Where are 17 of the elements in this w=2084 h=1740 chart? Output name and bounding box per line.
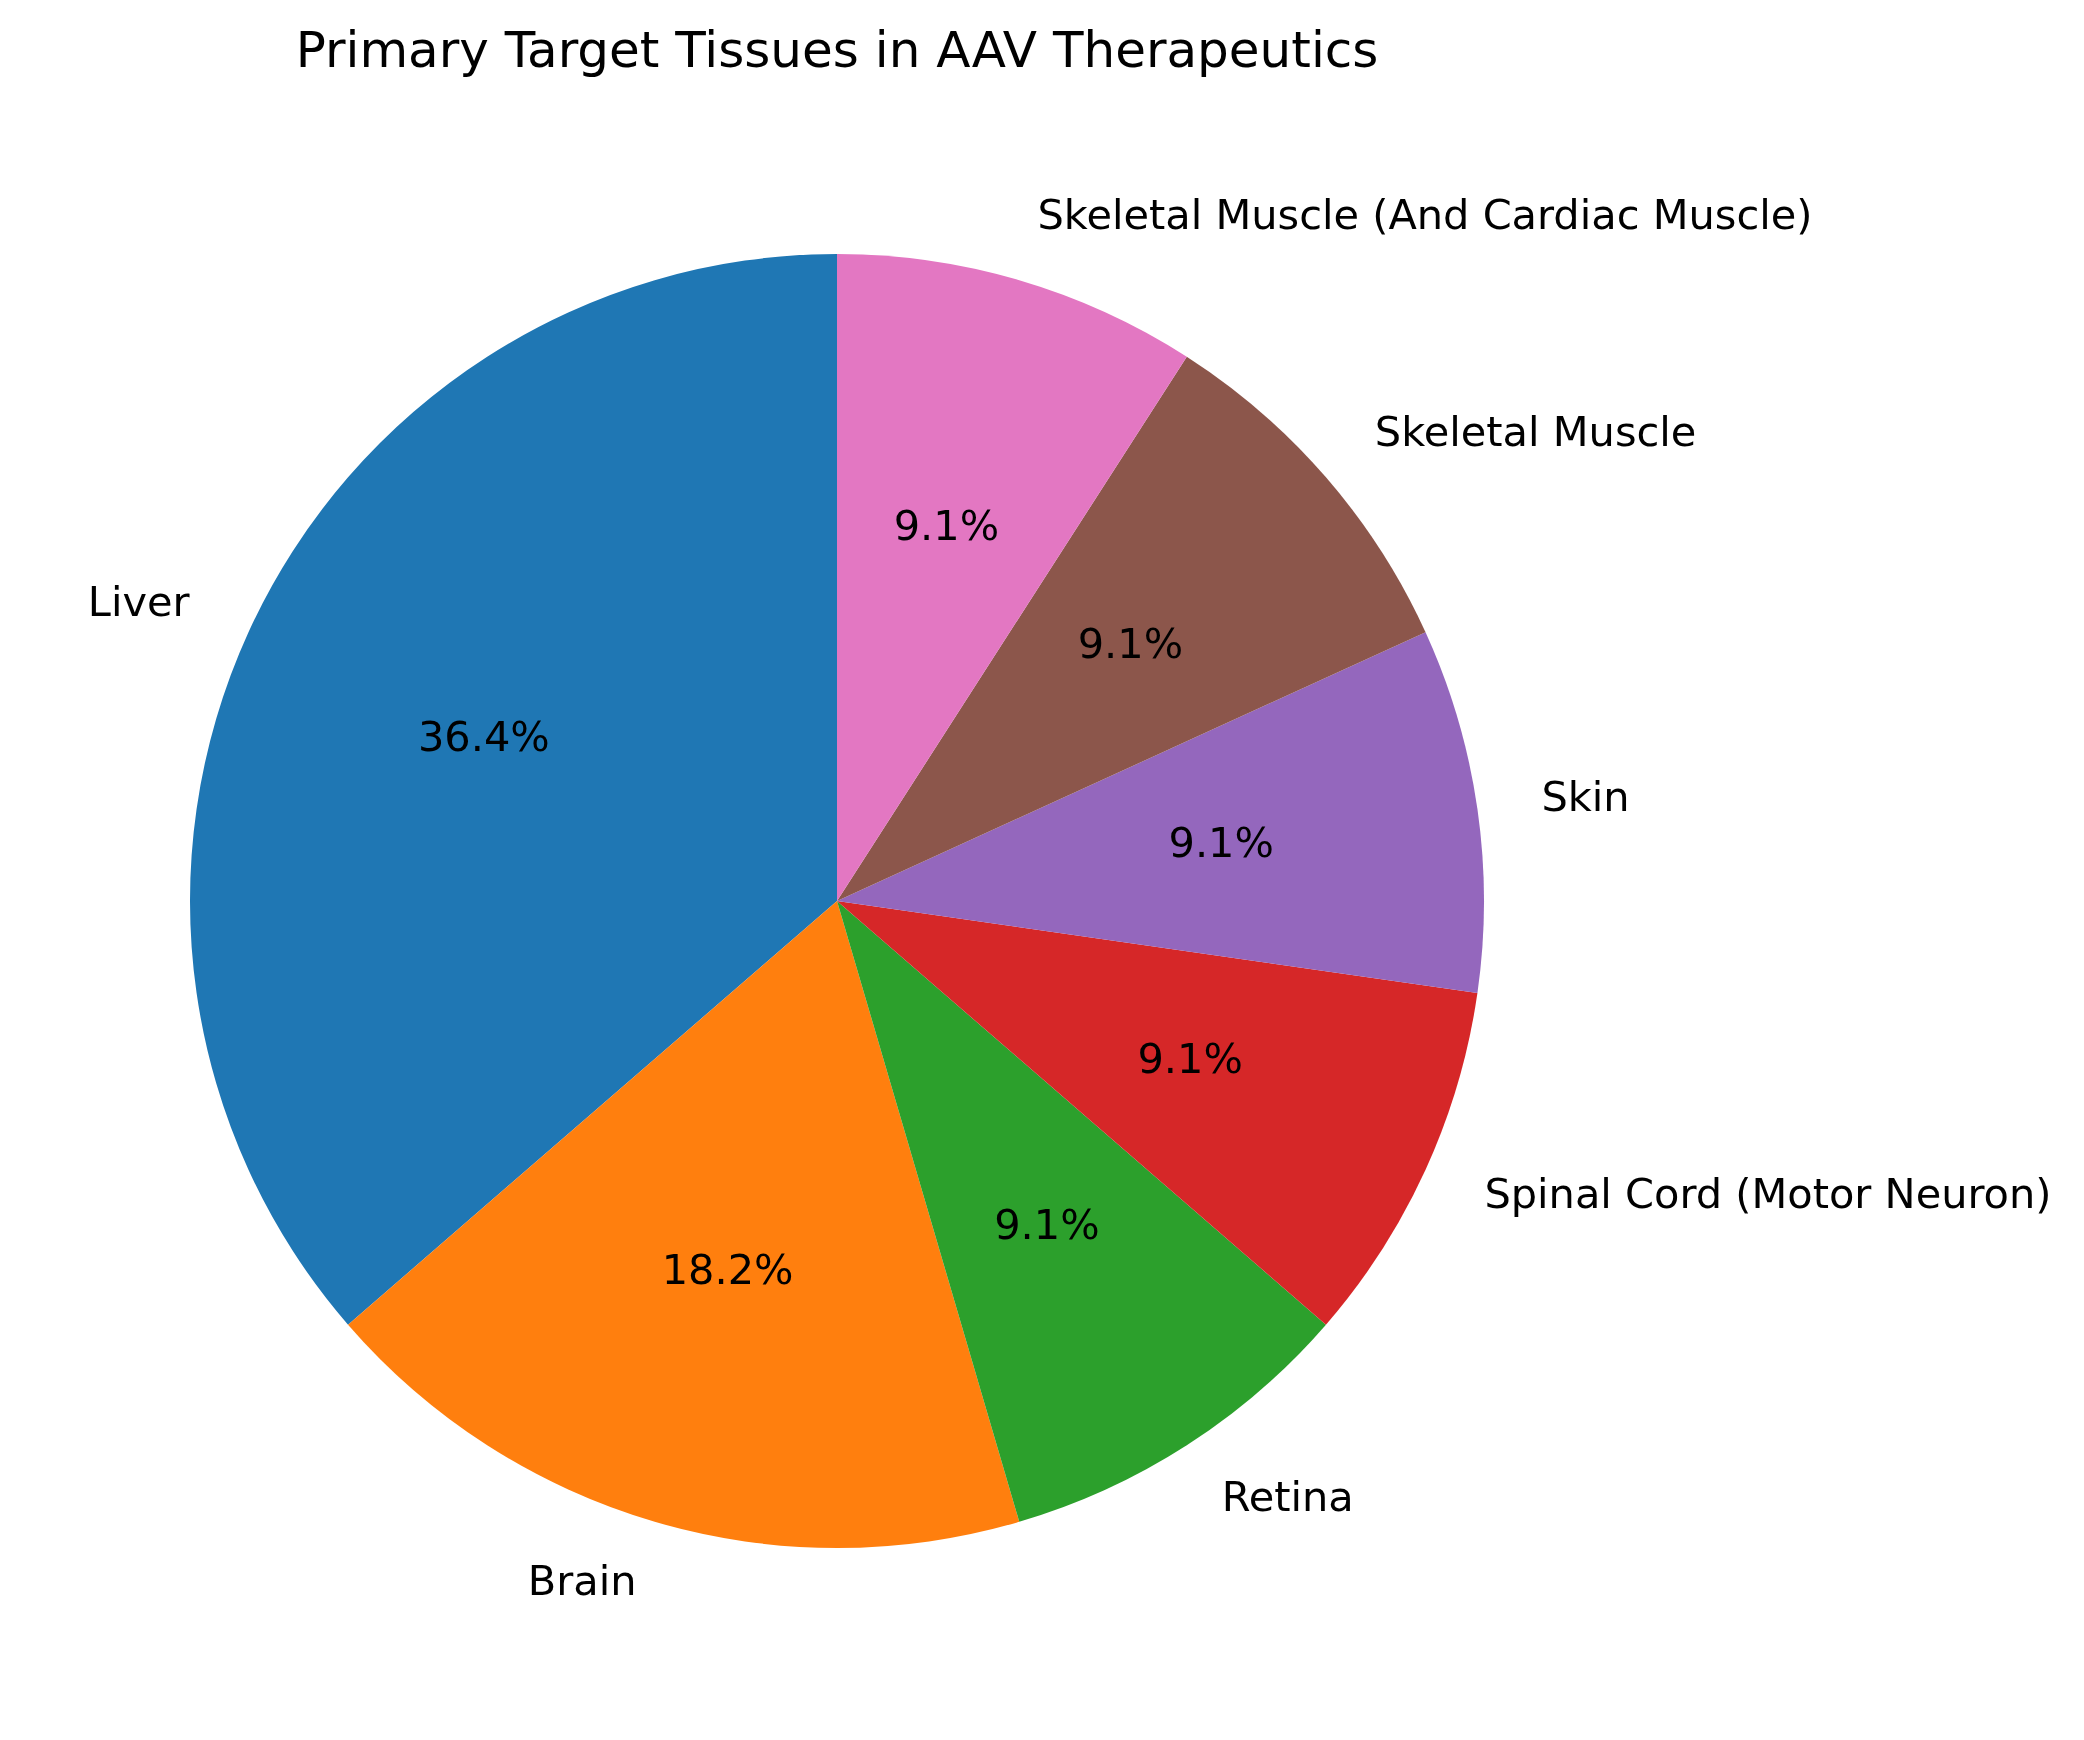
slice-label: Brain <box>527 1555 637 1605</box>
data-label: 9.1% <box>1077 618 1184 668</box>
slice-label: Skeletal Muscle <box>1374 406 1697 456</box>
data-label: 36.4% <box>417 711 550 761</box>
data-label: 9.1% <box>994 1199 1100 1249</box>
slice-label: Skeletal Muscle (And Cardiac Muscle) <box>1037 190 1813 240</box>
slice-label: Skin <box>1541 771 1630 821</box>
slice-label: Liver <box>87 577 191 627</box>
data-label: 9.1% <box>893 500 1000 550</box>
pie-slice <box>190 254 837 1325</box>
pie-slice <box>837 901 1478 1325</box>
slice-label: Retina <box>1221 1471 1354 1521</box>
data-label: 9.1% <box>1168 817 1274 867</box>
slice-label: Spinal Cord (Motor Neuron) <box>1484 1168 2052 1218</box>
data-label: 9.1% <box>1137 1034 1243 1084</box>
chart-title: Primary Target Tissues in AAV Therapeutics <box>295 20 1379 79</box>
data-label: 18.2% <box>661 1245 794 1295</box>
